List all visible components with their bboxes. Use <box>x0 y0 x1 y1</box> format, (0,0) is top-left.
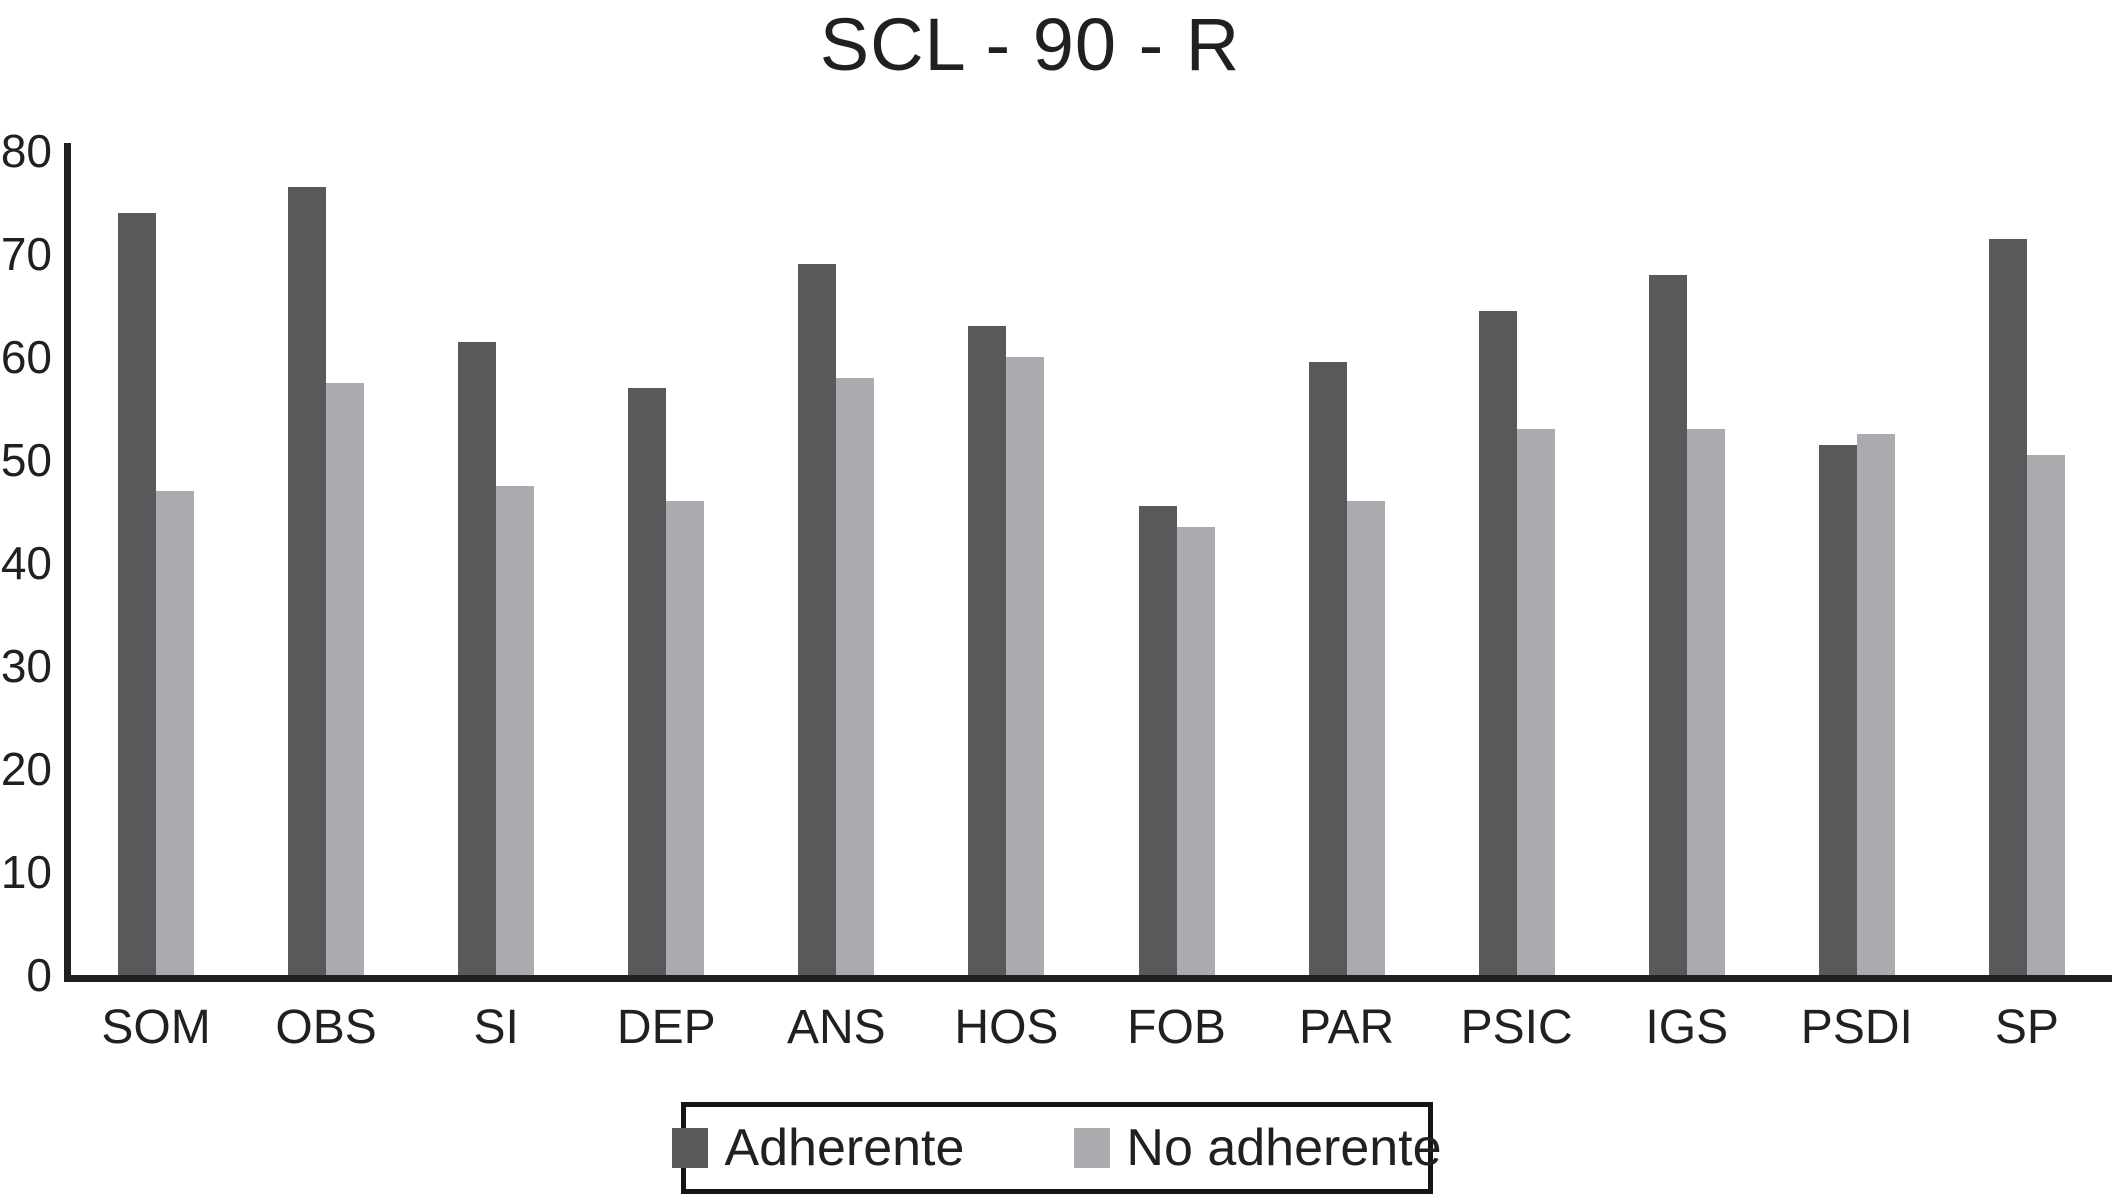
bars-row <box>71 143 2112 975</box>
bar-sp-no-adherente <box>2026 455 2065 975</box>
bar-dep-adherente <box>628 388 667 975</box>
x-label-dep: DEP <box>616 1001 716 1054</box>
y-tick-label-70: 70 <box>0 228 52 280</box>
legend-label-adherente: Adherente <box>724 1119 965 1177</box>
legend-label-no-adherente: No adherente <box>1126 1119 1442 1177</box>
bar-si-adherente <box>458 342 497 975</box>
bar-psdi-adherente <box>1818 445 1857 975</box>
x-label-som: SOM <box>101 1001 211 1054</box>
x-label-si: SI <box>473 1001 519 1054</box>
y-tick-label-0: 0 <box>26 949 52 1001</box>
chart-title: SCL - 90 - R <box>819 3 1241 86</box>
x-label-sp: SP <box>1994 1001 2059 1054</box>
legend-swatch-no-adherente-icon <box>1074 1128 1111 1168</box>
x-label-psdi: PSDI <box>1800 1001 1913 1054</box>
legend-item-no-adherente: No adherente <box>1074 1118 1442 1178</box>
bar-igs-adherente <box>1648 275 1687 975</box>
bar-group-par <box>1262 143 1432 975</box>
bar-hos-no-adherente <box>1006 357 1045 975</box>
bar-som-adherente <box>118 213 157 975</box>
x-label-hos: HOS <box>954 1001 1059 1054</box>
y-tick-label-60: 60 <box>0 331 52 383</box>
legend: Adherente No adherente <box>672 1102 1442 1194</box>
x-label-psic: PSIC <box>1460 1001 1573 1054</box>
bar-group-hos <box>921 143 1091 975</box>
bar-obs-adherente <box>288 187 327 975</box>
bar-fob-no-adherente <box>1176 527 1215 975</box>
bar-hos-adherente <box>968 326 1007 975</box>
bar-obs-no-adherente <box>326 383 365 975</box>
bar-group-obs <box>241 143 411 975</box>
x-label-par: PAR <box>1299 1001 1395 1054</box>
bar-par-no-adherente <box>1346 501 1385 975</box>
bar-group-psdi <box>1772 143 1942 975</box>
bar-dep-no-adherente <box>666 501 705 975</box>
bar-som-no-adherente <box>156 491 195 975</box>
x-label-ans: ANS <box>787 1001 886 1054</box>
y-tick-label-80: 80 <box>0 125 52 177</box>
legend-item-adherente: Adherente <box>672 1118 964 1178</box>
bar-group-fob <box>1091 143 1261 975</box>
bar-sp-adherente <box>1988 239 2027 975</box>
x-label-obs: OBS <box>275 1001 377 1054</box>
x-label-igs: IGS <box>1645 1001 1729 1054</box>
bar-group-si <box>411 143 581 975</box>
bar-group-igs <box>1602 143 1772 975</box>
y-tick-label-30: 30 <box>0 640 52 692</box>
y-tick-label-10: 10 <box>0 846 52 898</box>
x-label-fob: FOB <box>1127 1001 1226 1054</box>
bar-psic-no-adherente <box>1516 429 1555 975</box>
bar-ans-no-adherente <box>836 378 875 975</box>
bar-psic-adherente <box>1478 311 1517 975</box>
bar-si-no-adherente <box>496 486 535 975</box>
bar-psdi-no-adherente <box>1856 434 1895 975</box>
bar-par-adherente <box>1308 362 1347 975</box>
x-axis-category-labels: SOM OBS SI DEP ANS HOS FOB PAR PSIC IGS PSDI SP <box>71 1000 2112 1055</box>
bar-group-ans <box>751 143 921 975</box>
bar-igs-no-adherente <box>1686 429 1725 975</box>
bar-group-dep <box>581 143 751 975</box>
bar-group-som <box>71 143 241 975</box>
plot-area <box>64 143 2112 982</box>
y-tick-label-20: 20 <box>0 743 52 795</box>
y-tick-label-40: 40 <box>0 537 52 589</box>
bar-group-sp <box>1942 143 2112 975</box>
y-tick-label-50: 50 <box>0 434 52 486</box>
bar-fob-adherente <box>1138 506 1177 975</box>
bar-ans-adherente <box>798 264 837 975</box>
legend-swatch-adherente-icon <box>672 1128 709 1168</box>
bar-group-psic <box>1432 143 1602 975</box>
